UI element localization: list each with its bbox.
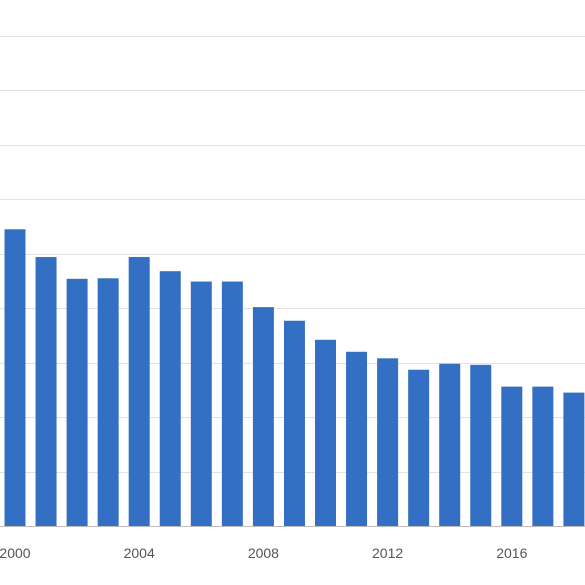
x-tick-label: 2008 bbox=[248, 545, 279, 561]
bar-2002[interactable] bbox=[66, 278, 88, 526]
bar-2006[interactable] bbox=[190, 281, 212, 526]
x-tick-label: 2000 bbox=[0, 545, 31, 561]
bar-2012[interactable] bbox=[377, 358, 399, 526]
bar-2003[interactable] bbox=[97, 278, 119, 526]
bar-2017[interactable] bbox=[532, 386, 554, 526]
x-tick-label: 2016 bbox=[496, 545, 527, 561]
bar-2005[interactable] bbox=[159, 271, 181, 526]
bar-2007[interactable] bbox=[221, 281, 243, 526]
bar-2013[interactable] bbox=[408, 369, 430, 526]
x-tick-label: 2004 bbox=[124, 545, 155, 561]
bar-2009[interactable] bbox=[283, 320, 305, 526]
bar-2015[interactable] bbox=[470, 364, 492, 526]
bar-2000[interactable] bbox=[4, 229, 26, 526]
bar-2010[interactable] bbox=[315, 339, 336, 526]
bar-2001[interactable] bbox=[35, 257, 57, 526]
bar-2011[interactable] bbox=[346, 351, 368, 526]
x-tick-label: 2012 bbox=[372, 545, 403, 561]
bar-2004[interactable] bbox=[128, 257, 150, 526]
bar-2018[interactable] bbox=[563, 392, 585, 526]
bar-2016[interactable] bbox=[501, 386, 523, 526]
bar-2008[interactable] bbox=[252, 307, 274, 526]
bar-2014[interactable] bbox=[439, 363, 461, 526]
